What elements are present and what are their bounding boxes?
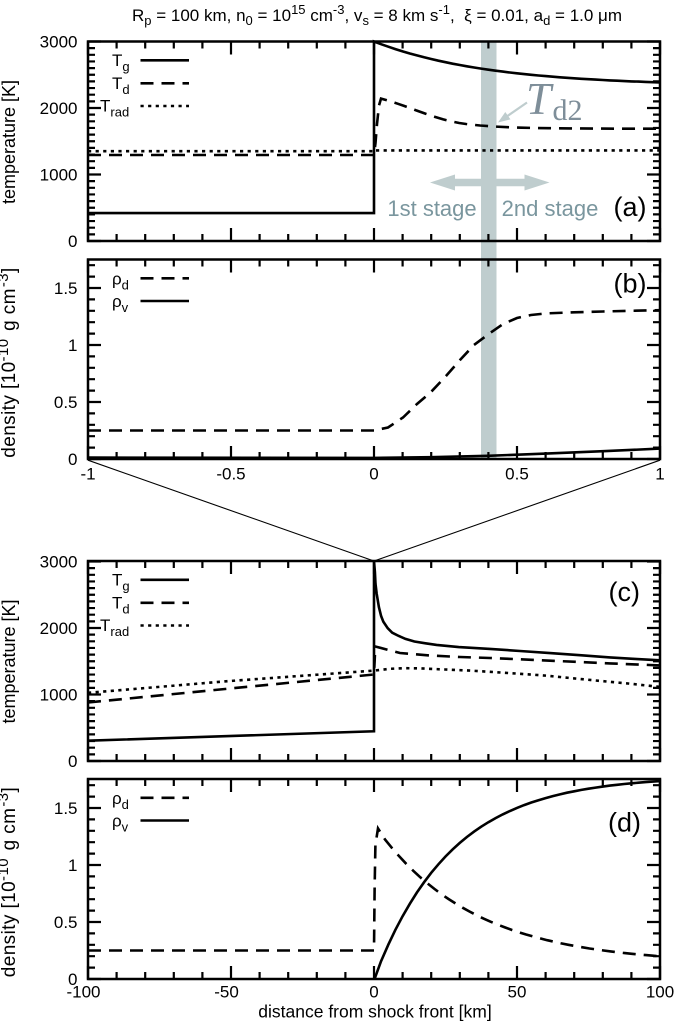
svg-text:2nd stage: 2nd stage — [502, 196, 599, 221]
svg-text:-1: -1 — [80, 465, 95, 484]
svg-text:0: 0 — [369, 983, 378, 1002]
svg-text:1.5: 1.5 — [54, 279, 78, 298]
svg-text:-0.5: -0.5 — [216, 465, 245, 484]
svg-text:temperature [K]: temperature [K] — [0, 599, 19, 723]
svg-text:-100: -100 — [66, 983, 100, 1002]
svg-text:0.5: 0.5 — [505, 465, 529, 484]
svg-text:1000: 1000 — [40, 686, 78, 705]
svg-text:(a): (a) — [614, 192, 647, 222]
svg-text:2000: 2000 — [40, 99, 78, 118]
svg-text:0: 0 — [68, 752, 77, 771]
svg-text:1: 1 — [68, 856, 77, 875]
svg-text:1000: 1000 — [40, 166, 78, 185]
svg-text:1.5: 1.5 — [54, 799, 78, 818]
svg-text:0: 0 — [68, 970, 77, 989]
svg-text:0: 0 — [68, 450, 77, 469]
svg-text:1: 1 — [68, 336, 77, 355]
svg-text:3000: 3000 — [40, 33, 78, 52]
svg-text:50: 50 — [508, 983, 527, 1002]
svg-text:0: 0 — [369, 465, 378, 484]
svg-text:distance from shock front [km]: distance from shock front [km] — [258, 1002, 491, 1022]
svg-text:0: 0 — [68, 232, 77, 251]
svg-text:density [10-10 g cm-3]: density [10-10 g cm-3] — [0, 267, 20, 457]
svg-text:temperature [K]: temperature [K] — [0, 80, 19, 204]
svg-text:0.5: 0.5 — [54, 913, 78, 932]
svg-text:(c): (c) — [608, 577, 639, 607]
svg-text:100: 100 — [646, 983, 674, 1002]
svg-text:3000: 3000 — [40, 553, 78, 572]
svg-text:2000: 2000 — [40, 619, 78, 638]
svg-text:-50: -50 — [214, 983, 239, 1002]
svg-text:density [10-10 g cm-3]: density [10-10 g cm-3] — [0, 787, 20, 977]
svg-text:(d): (d) — [608, 807, 641, 837]
svg-text:1st stage: 1st stage — [387, 196, 476, 221]
svg-text:1: 1 — [655, 465, 664, 484]
svg-text:(b): (b) — [614, 269, 647, 299]
svg-text:Rp = 100 km, n0 = 1015 cm-3, v: Rp = 100 km, n0 = 1015 cm-3, vs = 8 km s… — [132, 2, 622, 28]
svg-text:0.5: 0.5 — [54, 393, 78, 412]
